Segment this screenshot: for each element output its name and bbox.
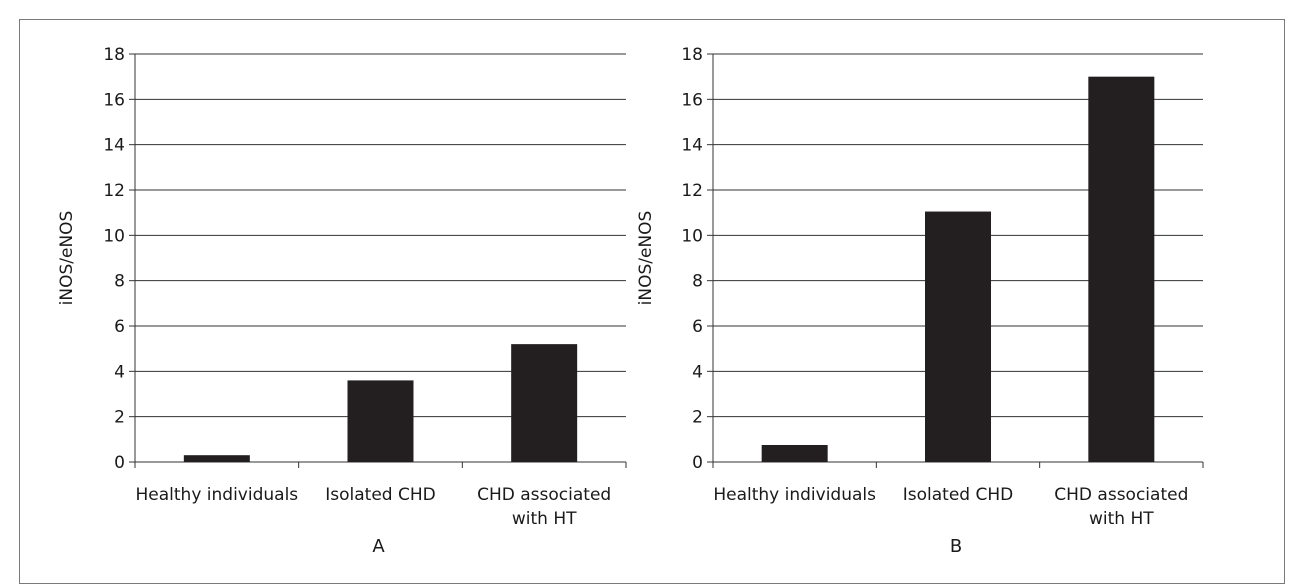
y-tick-label: 10 xyxy=(681,226,703,246)
x-tick-label: CHD associated xyxy=(1054,485,1188,505)
bar xyxy=(511,344,578,462)
x-tick-label: Isolated CHD xyxy=(325,485,435,505)
y-tick-label: 0 xyxy=(692,453,703,473)
y-axis-label: iNOS/eNOS xyxy=(57,211,77,306)
x-tick-label: Healthy individuals xyxy=(136,485,299,505)
y-axis-label: iNOS/eNOS xyxy=(636,211,656,306)
panel-label: B xyxy=(950,536,962,557)
y-tick-label: 8 xyxy=(692,272,703,292)
y-tick-label: 2 xyxy=(692,408,703,428)
y-tick-label: 6 xyxy=(692,317,703,337)
bar xyxy=(347,380,414,462)
x-tick-label: Isolated CHD xyxy=(903,485,1013,505)
y-tick-label: 16 xyxy=(681,90,703,110)
y-tick-label: 8 xyxy=(114,272,125,292)
y-tick-label: 0 xyxy=(114,453,125,473)
y-tick-label: 6 xyxy=(114,317,125,337)
bar xyxy=(925,211,991,462)
bar xyxy=(761,445,828,462)
chart-panel-b: 0 2 4 6 8 10 12 14 16 18 Healthy individuals Isolat… xyxy=(636,45,1204,557)
chart-panel-a: 0 2 4 6 8 10 12 14 16 18 Healthy individuals Isolat… xyxy=(57,45,627,557)
panel-label: A xyxy=(372,536,385,557)
y-tick-label: 14 xyxy=(103,136,125,156)
x-tick-label: with HT xyxy=(512,509,577,529)
y-tick-label: 4 xyxy=(692,362,703,382)
y-tick-label: 16 xyxy=(103,90,125,110)
bar xyxy=(183,455,250,462)
y-tick-label: 12 xyxy=(681,181,703,201)
y-tick-label: 18 xyxy=(103,45,125,65)
x-tick-label: with HT xyxy=(1089,509,1154,529)
y-tick-label: 4 xyxy=(114,362,125,382)
y-tick-label: 10 xyxy=(103,226,125,246)
bar xyxy=(1088,76,1155,463)
x-tick-label: CHD associated xyxy=(477,485,611,505)
y-tick-label: 18 xyxy=(681,45,703,65)
x-tick-label: Healthy individuals xyxy=(713,485,876,505)
y-tick-label: 12 xyxy=(103,181,125,201)
y-tick-label: 2 xyxy=(114,408,125,428)
y-tick-label: 14 xyxy=(681,136,703,156)
